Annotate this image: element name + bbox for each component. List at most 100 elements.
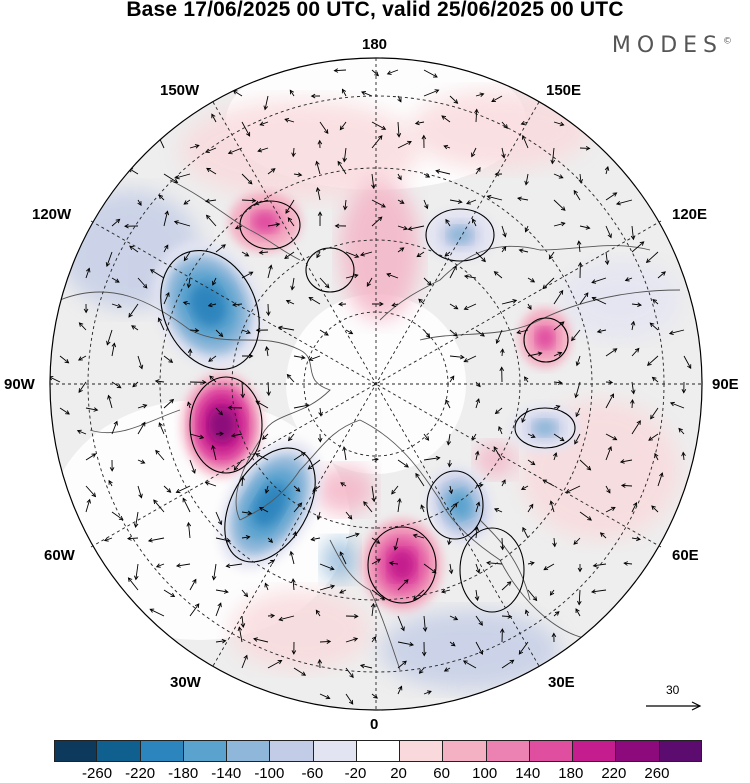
wind-vector-head <box>575 361 581 367</box>
wind-vector <box>131 325 139 331</box>
wind-vector-head <box>494 171 500 177</box>
wind-vector <box>475 167 481 175</box>
wind-vector-head <box>175 563 181 568</box>
wind-vector <box>553 452 557 461</box>
wind-vector-head <box>612 348 618 353</box>
wind-vector-head <box>149 608 155 613</box>
wind-vector-head <box>164 210 170 216</box>
wind-vector-head <box>491 97 496 103</box>
wind-vector-head <box>64 358 70 364</box>
wind-vector <box>392 303 399 306</box>
wind-vector-head <box>297 502 303 508</box>
wind-vector-head <box>191 469 196 474</box>
wind-vector <box>241 655 248 669</box>
wind-vector <box>233 459 243 471</box>
wind-vector-head <box>137 201 142 206</box>
wind-vector <box>158 194 165 201</box>
wind-vector-head <box>447 540 452 546</box>
wind-vector-head <box>285 299 291 305</box>
wind-vector-head <box>577 600 582 606</box>
wind-vector-head <box>354 253 360 258</box>
wind-vector-head <box>114 278 120 283</box>
wind-vector <box>491 95 503 102</box>
wind-vector-head <box>295 487 301 492</box>
wind-vector-head <box>370 602 376 608</box>
wind-vector-head <box>459 354 465 360</box>
wind-vector <box>553 321 565 331</box>
wind-vector-head <box>585 225 591 230</box>
wind-vector <box>553 537 556 547</box>
colorbar-swatch <box>400 740 444 762</box>
lon-label-180: 180 <box>362 36 388 53</box>
wind-vector <box>371 693 378 699</box>
wind-vector <box>413 534 425 539</box>
wind-vector-head <box>317 658 323 664</box>
wind-vector <box>319 585 335 591</box>
wind-vector <box>371 558 381 565</box>
wind-vector-head <box>524 227 529 233</box>
wind-vector <box>449 563 453 574</box>
wind-vector <box>158 422 165 435</box>
wind-vector <box>397 498 401 513</box>
wind-vector-head <box>557 380 563 385</box>
wind-vector-head <box>261 435 267 440</box>
brand-logo: MODES© <box>612 33 732 58</box>
wind-vector <box>521 485 529 490</box>
wind-vector-head <box>633 502 638 507</box>
wind-vector-head <box>606 488 611 494</box>
wind-vector-head <box>78 388 83 393</box>
wind-vector <box>423 173 430 178</box>
wind-vector-head <box>240 623 246 628</box>
wind-vector <box>579 292 589 305</box>
wind-vector <box>253 638 269 643</box>
wind-vector-head <box>157 317 163 323</box>
wind-vector <box>517 197 529 201</box>
wind-vector <box>519 249 529 253</box>
wind-vector-head <box>475 398 480 404</box>
wind-vector-head <box>258 250 264 255</box>
wind-vector <box>206 214 217 227</box>
wind-vector <box>183 251 191 261</box>
wind-vector <box>445 399 451 409</box>
wind-vector-head <box>448 489 454 495</box>
wind-vector <box>111 381 122 389</box>
colorbar-tick-label: -100 <box>254 765 285 782</box>
wind-vector-head <box>225 563 231 569</box>
wind-vector-head <box>652 298 658 304</box>
wind-vector-head <box>301 671 307 676</box>
wind-vector <box>579 225 590 229</box>
wind-vector <box>257 147 269 152</box>
wind-vector-head <box>245 131 251 137</box>
wind-vector <box>189 144 200 149</box>
wind-vector <box>293 502 302 513</box>
wind-vector <box>654 453 659 461</box>
wind-vector <box>616 199 633 205</box>
wind-vector-head <box>393 545 399 551</box>
wind-vector-head <box>463 305 469 310</box>
wind-vector <box>215 329 223 337</box>
wind-vector-head <box>573 540 579 545</box>
wind-vector <box>183 301 191 305</box>
wind-vector-head <box>194 603 200 609</box>
wind-vector <box>420 504 425 513</box>
wind-vector-head <box>219 431 225 437</box>
wind-vector <box>471 147 477 157</box>
wind-vector-head <box>253 637 258 642</box>
wind-vector <box>571 329 581 341</box>
wind-vector <box>621 484 633 487</box>
wind-vector-head <box>205 214 211 220</box>
lon-label-120w: 120W <box>32 206 72 223</box>
wind-vector <box>235 225 243 229</box>
wind-vector-head <box>284 118 290 123</box>
wind-vector-head <box>422 627 428 632</box>
wind-vector-head <box>578 179 583 184</box>
wind-vector <box>371 199 386 208</box>
anomaly-center <box>362 519 442 611</box>
wind-vector-head <box>361 91 366 96</box>
wind-vector <box>605 393 614 409</box>
wind-vector-head <box>277 660 283 665</box>
wind-vector <box>343 447 347 461</box>
wind-vector <box>605 348 617 357</box>
wind-vector-head <box>304 403 310 408</box>
wind-vector <box>669 329 685 335</box>
